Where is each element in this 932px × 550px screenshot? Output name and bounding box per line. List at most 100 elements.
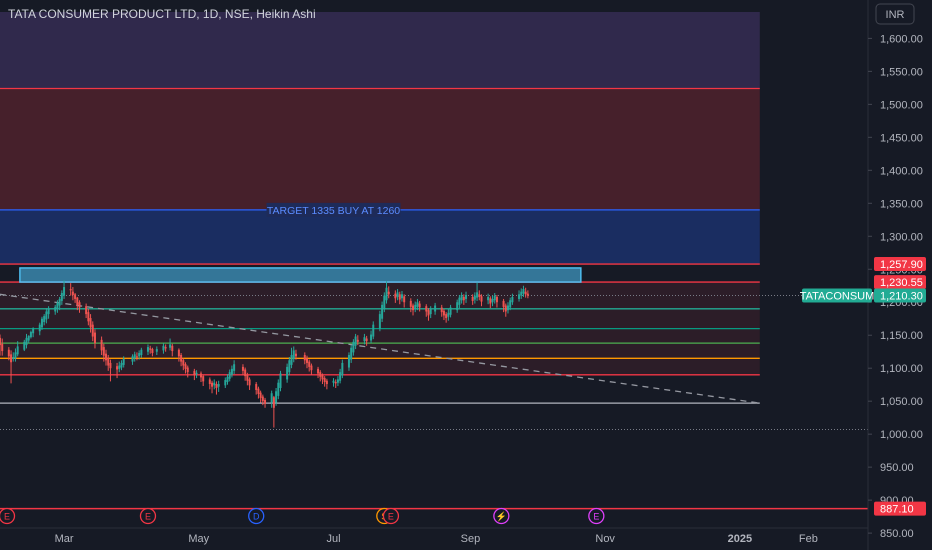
candle-72: [233, 364, 236, 371]
candle-96: [317, 368, 320, 374]
candle-67: [217, 384, 220, 387]
candle-22: [69, 289, 72, 291]
y-tick-label-5: 1,100.00: [880, 363, 923, 375]
y-tick-label-15: 1,600.00: [880, 33, 923, 45]
candle-130: [425, 306, 428, 312]
candle-85: [277, 382, 280, 396]
candle-148: [480, 296, 483, 302]
price-tag-2: 1,210.30: [880, 290, 923, 302]
price-tag-bg-2: [874, 288, 926, 303]
candle-65: [213, 382, 216, 386]
candle-40: [122, 358, 125, 365]
candle-81: [264, 399, 267, 404]
candle-116: [381, 304, 384, 319]
candle-36: [109, 362, 112, 369]
candle-30: [91, 324, 94, 337]
candle-33: [102, 347, 105, 356]
price-tag-1: 1,230.55: [880, 277, 923, 289]
candle-1: [1, 343, 4, 352]
candle-98: [321, 375, 324, 380]
candle-73: [241, 366, 244, 371]
price-tag-3: 887.10: [880, 504, 914, 516]
currency-button-label: INR: [886, 9, 905, 21]
candle-83: [272, 397, 275, 408]
candle-89: [290, 355, 293, 365]
currency-button[interactable]: INR: [875, 3, 915, 25]
candle-56: [182, 360, 185, 366]
candle-34: [105, 353, 108, 361]
events-layer: EEDSE⚡E: [0, 507, 605, 525]
candle-154: [502, 300, 505, 307]
candle-13: [40, 318, 43, 328]
candle-39: [120, 362, 123, 368]
candle-27: [85, 306, 88, 315]
candle-48: [151, 349, 154, 354]
candle-146: [476, 292, 479, 298]
candles-layer: [0, 280, 529, 428]
candle-31: [93, 332, 96, 344]
candle-106: [347, 355, 350, 368]
candle-126: [412, 305, 415, 311]
candle-124: [403, 296, 406, 303]
y-tick-label-2: 950.00: [880, 462, 914, 474]
candle-4: [12, 356, 15, 359]
candle-55: [180, 355, 183, 362]
candle-111: [363, 337, 366, 342]
candle-43: [135, 356, 138, 358]
candle-163: [526, 293, 529, 296]
candle-129: [418, 303, 421, 308]
candle-142: [462, 296, 465, 301]
time-axis[interactable]: Mar May Jul Sep Nov 2025 Feb: [0, 527, 868, 545]
candle-97: [319, 372, 322, 377]
candle-54: [177, 349, 180, 357]
candle-151: [491, 298, 494, 303]
event-label-0: E: [4, 512, 10, 522]
candle-9: [27, 335, 30, 341]
candle-108: [352, 341, 355, 353]
candle-110: [356, 339, 359, 342]
zone-0: [0, 12, 760, 89]
candle-28: [87, 312, 90, 322]
annotation-text: TARGET 1335 BUY AT 1260: [267, 205, 400, 217]
candle-160: [520, 291, 523, 296]
candle-105: [341, 362, 344, 376]
candle-62: [202, 376, 205, 382]
candle-88: [288, 360, 291, 373]
candle-66: [215, 384, 218, 388]
candle-92: [303, 355, 306, 361]
candle-12: [38, 324, 41, 332]
candle-94: [308, 361, 311, 367]
candle-93: [306, 358, 309, 363]
candle-58: [186, 367, 189, 373]
candle-113: [370, 334, 373, 341]
candle-137: [447, 312, 450, 317]
candle-90: [292, 350, 295, 359]
x-tick-label-4: Nov: [595, 533, 615, 545]
candle-132: [429, 309, 432, 315]
event-badge-0: [0, 507, 16, 525]
price-tag-bg-1: [874, 275, 926, 290]
price-labels-layer: 1,257.90 1,230.551,210.30 887.10 TATACONSUM: [800, 257, 926, 516]
candle-159: [518, 294, 521, 299]
y-tick-label-3: 1,000.00: [880, 429, 923, 441]
candle-20: [60, 293, 63, 301]
candle-44: [138, 353, 141, 357]
candle-52: [169, 344, 172, 348]
candle-42: [133, 354, 136, 359]
trendline-layer: [0, 293, 760, 404]
y-tick-label-10: 1,350.00: [880, 198, 923, 210]
candle-122: [398, 294, 401, 300]
price-tag-0: 1,257.90: [880, 259, 923, 271]
candle-135: [442, 310, 445, 316]
candle-5: [14, 352, 17, 359]
event-label-4: E: [388, 512, 394, 522]
candle-120: [394, 293, 397, 299]
candle-50: [162, 345, 165, 351]
candle-35: [107, 357, 110, 366]
candle-136: [445, 314, 448, 319]
candle-152: [493, 295, 496, 301]
candle-63: [208, 379, 211, 385]
candle-6: [16, 346, 19, 355]
candle-153: [495, 296, 498, 303]
